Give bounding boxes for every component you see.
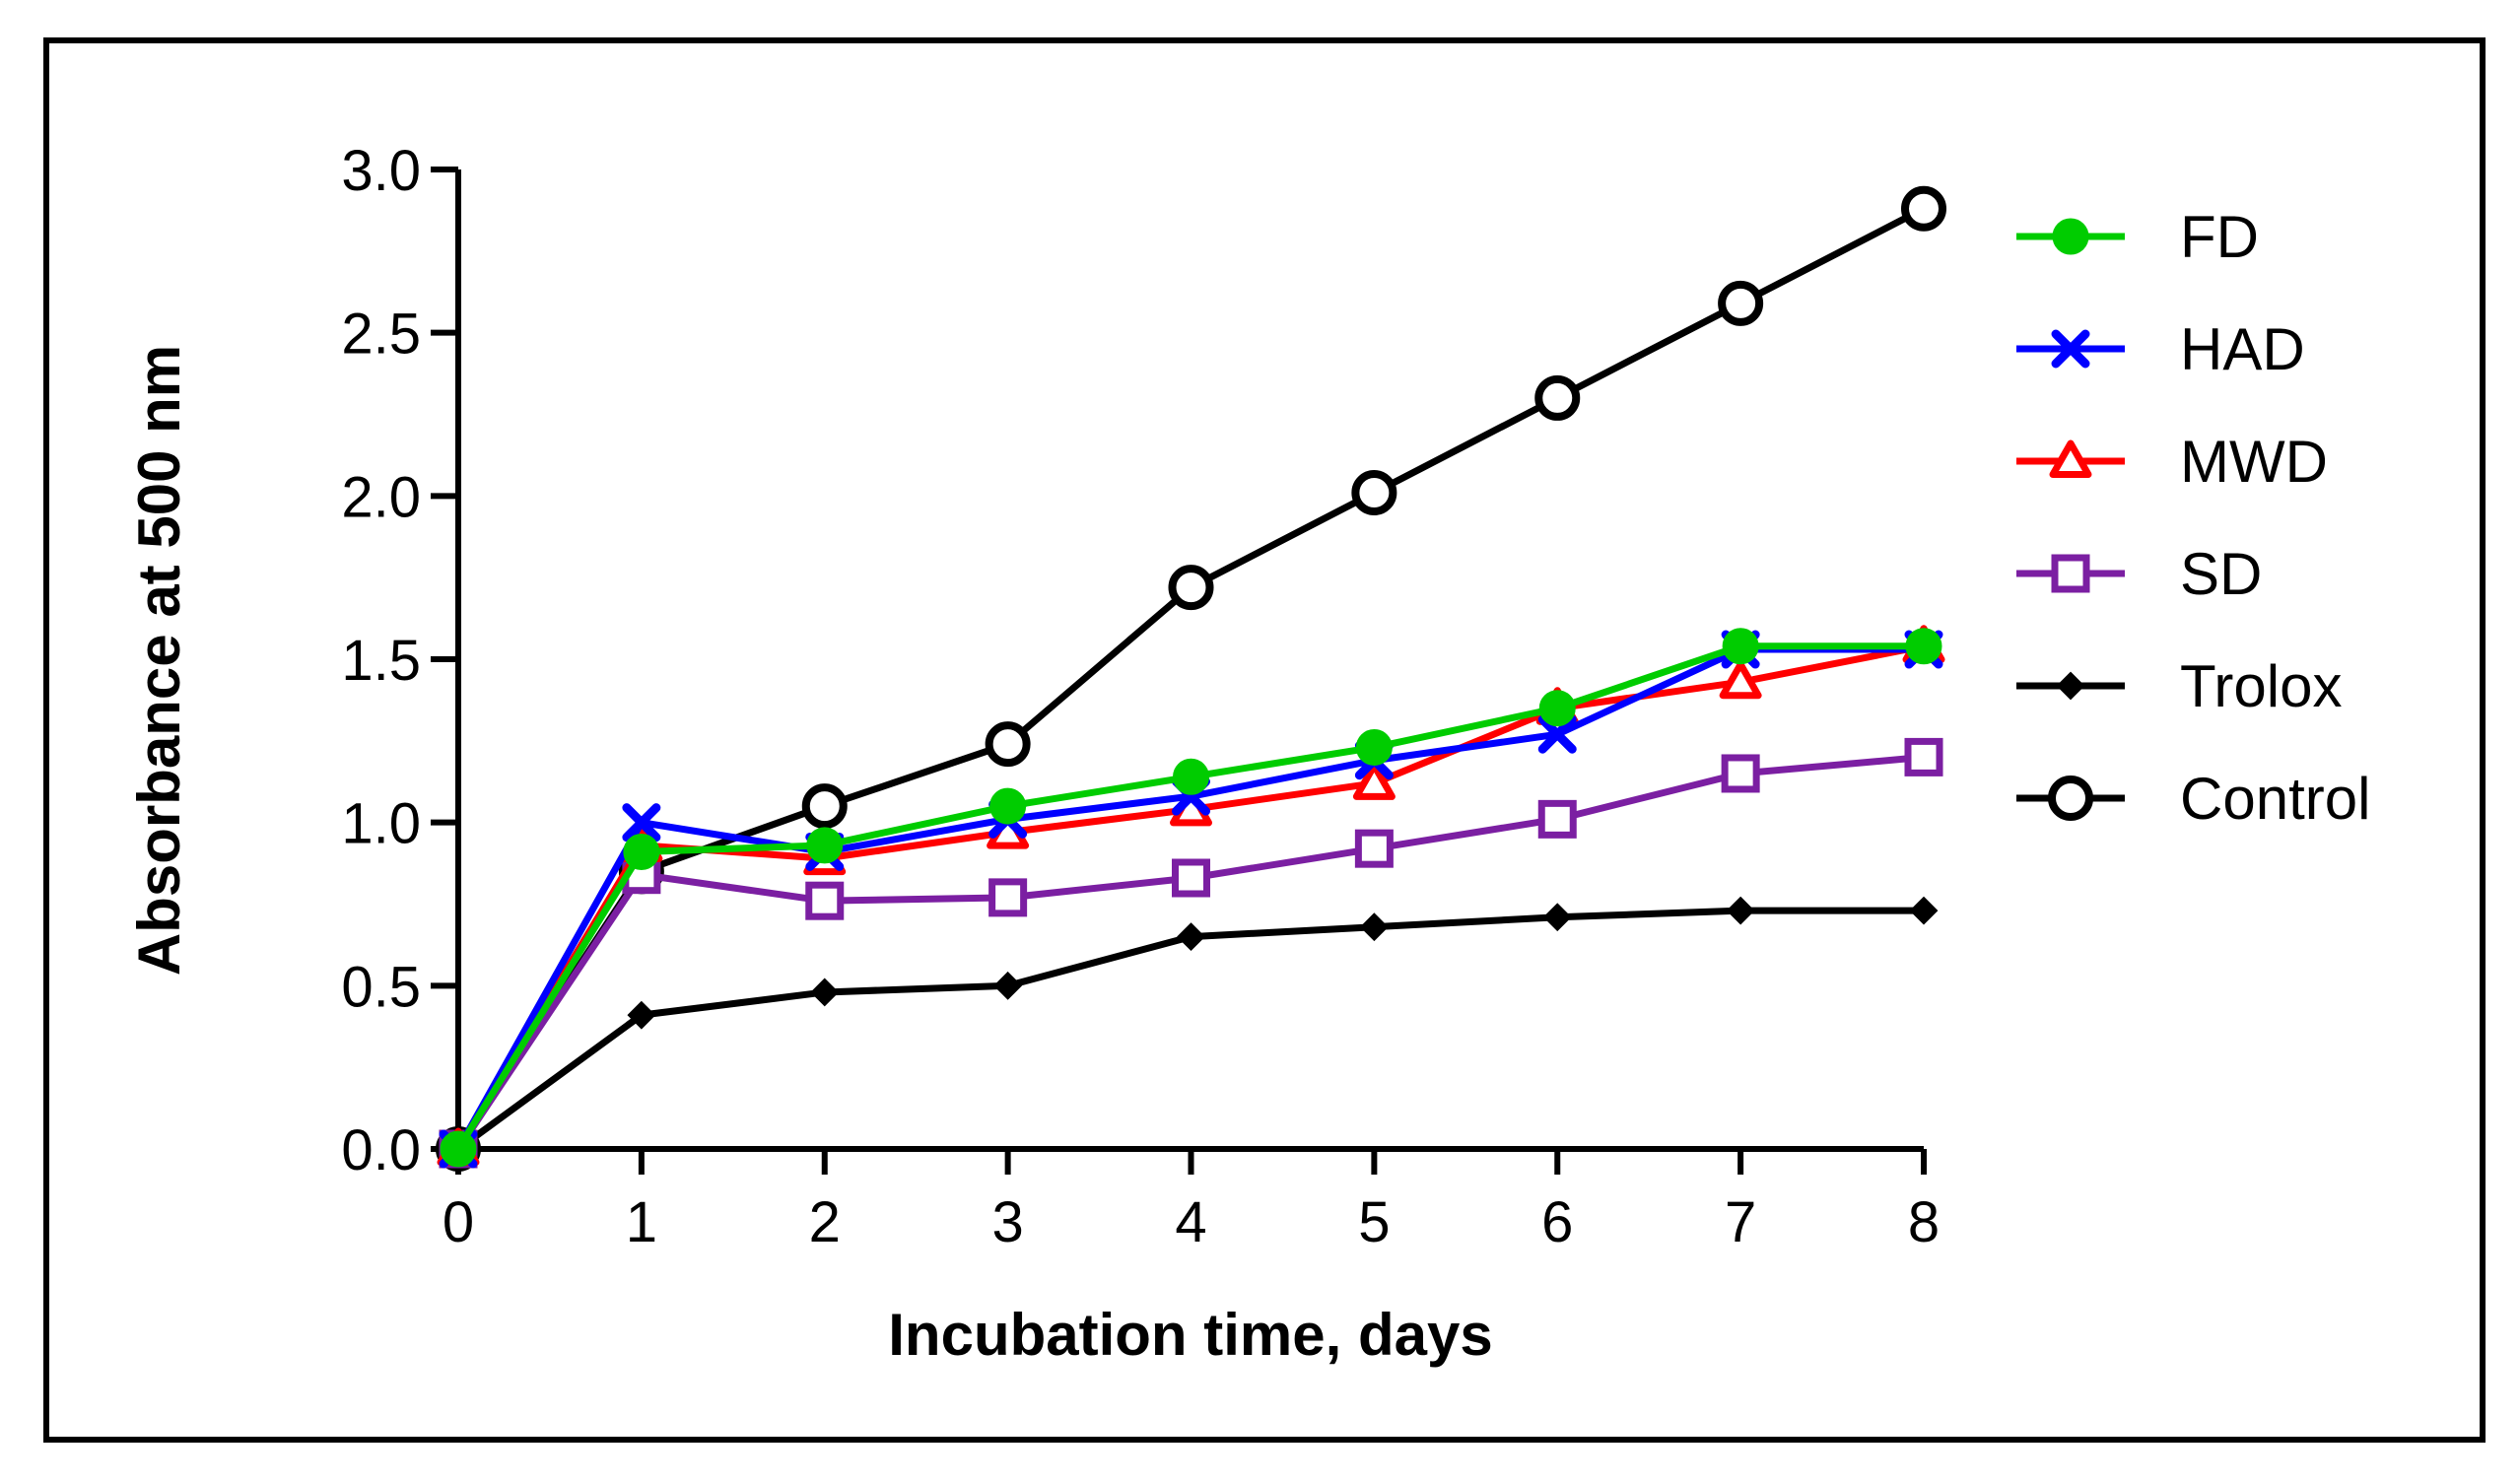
x-tick-label: 1 xyxy=(626,1190,657,1254)
legend: FD HAD MWD SD Trolox Control xyxy=(2016,204,2370,832)
legend-label-control: Control xyxy=(2180,766,2370,832)
legend-item-trolox: Trolox xyxy=(2016,653,2342,719)
y-tick-label: 1.5 xyxy=(341,629,421,693)
y-tick-label: 2.5 xyxy=(341,303,421,367)
legend-item-had: HAD xyxy=(2016,316,2305,382)
legend-label-had: HAD xyxy=(2180,316,2305,382)
data-point-fd xyxy=(806,827,844,864)
data-point-sd xyxy=(1721,754,1760,793)
y-axis-title: Absorbance at 500 nm xyxy=(126,345,192,976)
y-ticks: 0.0 0.5 1.0 1.5 2.0 2.5 3.0 xyxy=(341,139,458,1182)
data-point-had xyxy=(1537,714,1577,754)
data-point-fd xyxy=(1173,758,1209,795)
legend-marker-mwd xyxy=(2049,439,2092,478)
data-point-trolox xyxy=(993,971,1023,1000)
data-point-control xyxy=(1168,565,1214,611)
legend-item-sd: SD xyxy=(2016,541,2262,607)
data-point-fd xyxy=(989,787,1027,825)
series-line-mwd xyxy=(455,642,1925,1151)
y-tick-label: 0.0 xyxy=(341,1118,421,1182)
data-point-sd xyxy=(1354,829,1394,868)
y-tick-label: 2.0 xyxy=(341,465,421,529)
data-point-trolox xyxy=(810,978,840,1007)
data-point-trolox xyxy=(1909,896,1939,925)
legend-label-trolox: Trolox xyxy=(2180,653,2342,719)
legend-marker-sd xyxy=(2051,554,2090,593)
data-point-sd xyxy=(1537,799,1577,839)
data-point-trolox xyxy=(1726,896,1755,925)
legend-label-sd: SD xyxy=(2180,541,2262,607)
x-tick-label: 7 xyxy=(1725,1190,1756,1254)
legend-marker-trolox xyxy=(2056,671,2085,701)
data-point-sd xyxy=(988,878,1028,917)
series-layer xyxy=(436,185,1946,1172)
data-point-sd xyxy=(805,881,845,920)
series-fd xyxy=(440,628,1942,1168)
legend-item-mwd: MWD xyxy=(2016,429,2328,495)
data-point-sd xyxy=(1172,858,1210,898)
y-tick-label: 1.0 xyxy=(341,792,421,856)
x-tick-label: 6 xyxy=(1541,1190,1573,1254)
x-tick-label: 0 xyxy=(443,1190,474,1254)
data-point-fd xyxy=(440,1130,477,1168)
series-control xyxy=(436,185,1946,1172)
x-ticks: 0 1 2 3 4 5 6 7 8 xyxy=(443,1149,1940,1254)
x-axis-title: Incubation time, days xyxy=(888,1302,1492,1368)
legend-marker-control xyxy=(2048,776,2093,821)
data-point-control xyxy=(1351,470,1397,516)
data-point-fd xyxy=(1538,690,1576,727)
data-point-control xyxy=(1901,185,1946,232)
data-point-sd xyxy=(1904,737,1943,776)
data-point-fd xyxy=(1905,628,1942,665)
data-point-mwd xyxy=(1352,762,1396,800)
legend-marker-had xyxy=(2051,329,2090,369)
x-tick-label: 3 xyxy=(991,1190,1023,1254)
series-had xyxy=(439,630,1943,1169)
chart-frame xyxy=(43,37,2486,1443)
data-point-fd xyxy=(1722,628,1759,665)
series-line-had xyxy=(454,645,1924,1151)
data-point-trolox xyxy=(627,1000,656,1030)
y-tick-label: 3.0 xyxy=(341,139,421,203)
legend-item-fd: FD xyxy=(2016,204,2259,270)
data-point-trolox xyxy=(1359,912,1389,942)
legend-label-mwd: MWD xyxy=(2180,429,2328,495)
y-tick-label: 0.5 xyxy=(341,955,421,1019)
x-tick-label: 2 xyxy=(809,1190,841,1254)
data-point-trolox xyxy=(1177,922,1205,952)
x-tick-label: 5 xyxy=(1358,1190,1390,1254)
x-tick-label: 4 xyxy=(1175,1190,1206,1254)
data-point-control xyxy=(985,721,1031,768)
data-point-had xyxy=(622,803,661,843)
data-point-trolox xyxy=(1542,903,1572,932)
data-point-fd xyxy=(623,833,660,870)
data-point-mwd xyxy=(1719,660,1762,700)
legend-label-fd: FD xyxy=(2180,204,2259,270)
legend-item-control: Control xyxy=(2016,766,2370,832)
series-trolox xyxy=(443,896,1939,1164)
data-point-control xyxy=(1718,280,1764,326)
data-point-control xyxy=(801,783,848,830)
x-tick-label: 8 xyxy=(1908,1190,1940,1254)
series-line-fd xyxy=(455,642,1924,1151)
data-point-fd xyxy=(1355,728,1393,766)
data-point-control xyxy=(1534,374,1581,421)
legend-marker-fd xyxy=(2052,218,2089,255)
